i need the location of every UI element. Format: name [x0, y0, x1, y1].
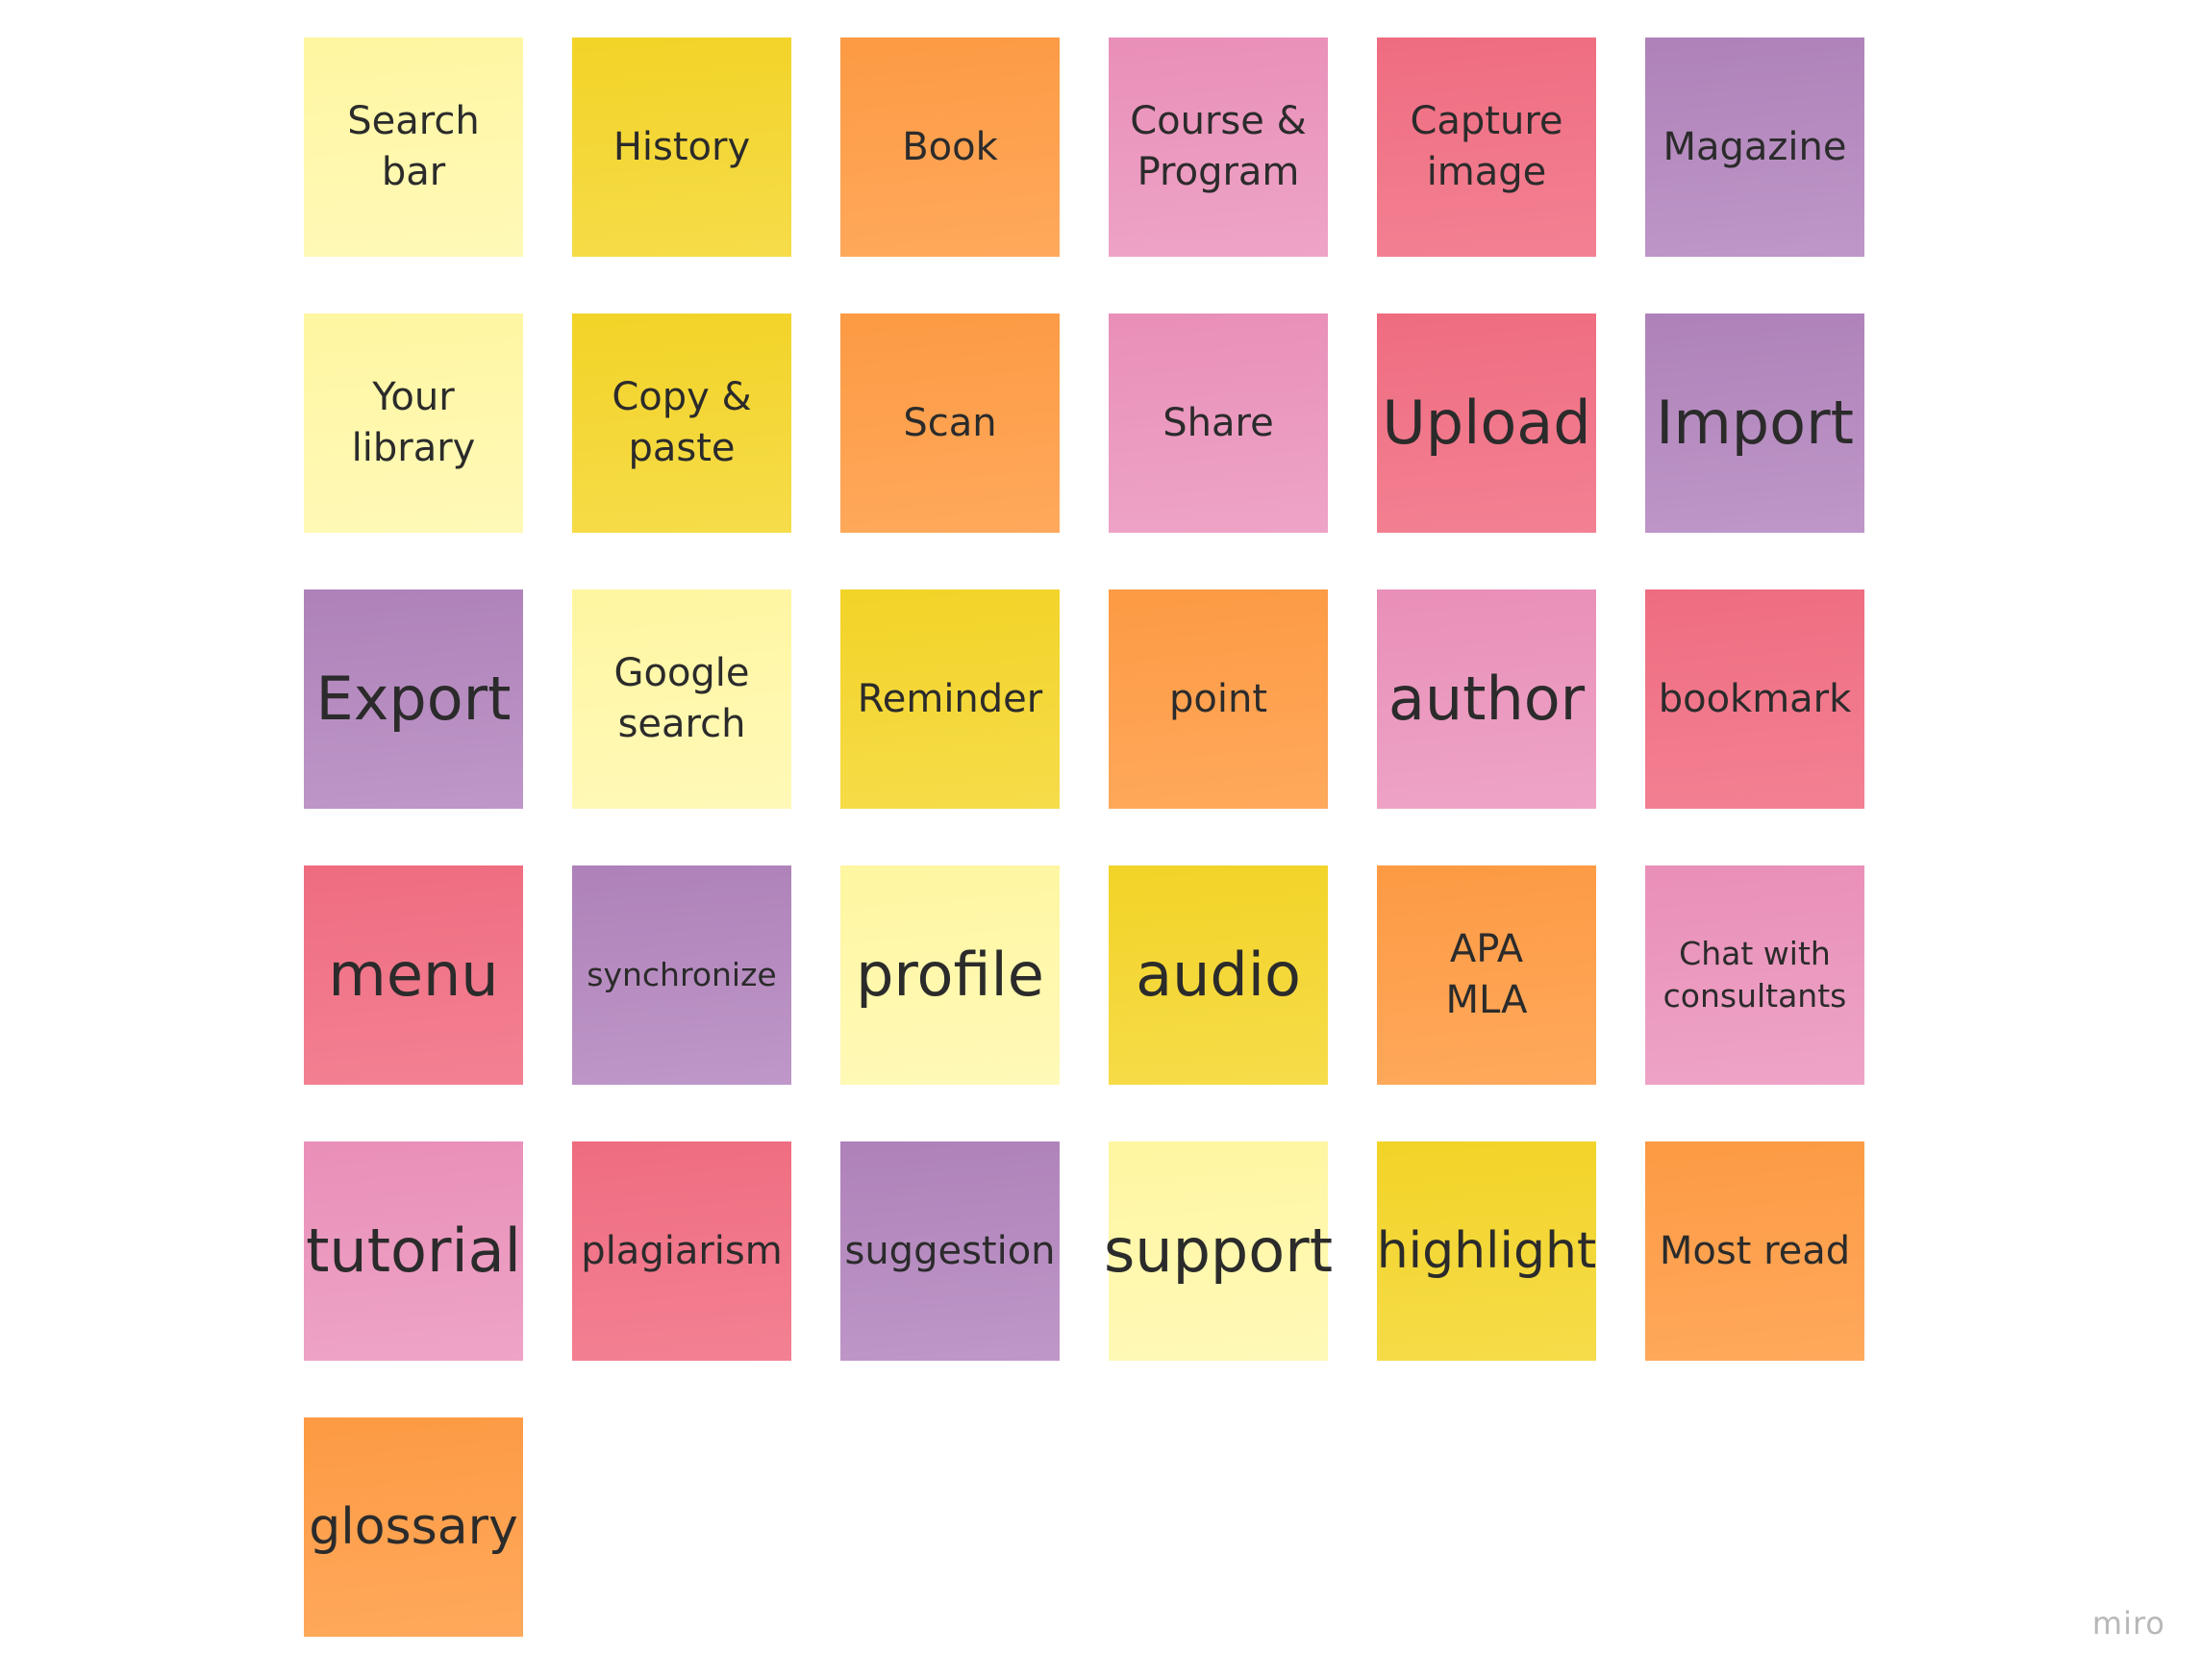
sticky-note-text: highlight — [1376, 1221, 1597, 1280]
sticky-note-course-program[interactable]: Course & Program — [1109, 38, 1328, 263]
sticky-note-text: suggestion — [844, 1228, 1056, 1273]
sticky-note-text: Book — [902, 124, 998, 169]
sticky-note-text: Export — [315, 664, 512, 735]
sticky-note-tutorial[interactable]: tutorial — [304, 1141, 523, 1367]
sticky-note-text: author — [1388, 664, 1586, 735]
sticky-note-point[interactable]: point — [1109, 589, 1328, 815]
sticky-note-search-bar[interactable]: Search bar — [304, 38, 523, 263]
sticky-note-glossary[interactable]: glossary — [304, 1417, 523, 1642]
sticky-note-text: Scan — [903, 400, 997, 445]
sticky-note-text: APA MLA — [1445, 927, 1528, 1022]
sticky-note-google-search[interactable]: Google search — [572, 589, 791, 815]
sticky-note-text: bookmark — [1658, 676, 1852, 721]
sticky-note-synchronize[interactable]: synchronize — [572, 865, 791, 1091]
sticky-note-author[interactable]: author — [1377, 589, 1596, 815]
sticky-note-text: Capture image — [1410, 99, 1563, 194]
sticky-note-text: plagiarism — [581, 1228, 783, 1273]
sticky-note-text: Share — [1162, 400, 1274, 445]
sticky-note-text: History — [612, 124, 751, 169]
sticky-note-text: Copy & paste — [612, 375, 752, 470]
sticky-note-reminder[interactable]: Reminder — [840, 589, 1060, 815]
miro-logo: miro — [2091, 1605, 2165, 1642]
sticky-note-text: Chat with consultants — [1662, 935, 1847, 1015]
sticky-note-scan[interactable]: Scan — [840, 313, 1060, 539]
sticky-note-text: Course & Program — [1130, 99, 1307, 194]
sticky-note-text: glossary — [309, 1497, 518, 1556]
sticky-note-book[interactable]: Book — [840, 38, 1060, 263]
sticky-note-text: Most read — [1659, 1228, 1851, 1273]
sticky-note-upload[interactable]: Upload — [1377, 313, 1596, 539]
sticky-note-text: audio — [1136, 940, 1301, 1011]
sticky-note-highlight[interactable]: highlight — [1376, 1141, 1597, 1367]
sticky-note-support[interactable]: support — [1104, 1141, 1333, 1367]
sticky-note-plagiarism[interactable]: plagiarism — [572, 1141, 791, 1367]
sticky-note-text: menu — [328, 940, 499, 1011]
sticky-note-import[interactable]: Import — [1645, 313, 1864, 539]
sticky-note-magazine[interactable]: Magazine — [1645, 38, 1864, 263]
sticky-note-chat-with-consultants[interactable]: Chat with consultants — [1645, 865, 1864, 1091]
sticky-note-text: support — [1103, 1216, 1334, 1287]
sticky-note-text: Magazine — [1662, 124, 1847, 169]
sticky-note-text: synchronize — [587, 956, 777, 994]
sticky-note-history[interactable]: History — [572, 38, 791, 263]
sticky-note-text: profile — [856, 940, 1044, 1011]
sticky-note-export[interactable]: Export — [304, 589, 523, 815]
sticky-note-apa-mla[interactable]: APA MLA — [1377, 865, 1596, 1091]
sticky-note-share[interactable]: Share — [1109, 313, 1328, 539]
sticky-note-capture-image[interactable]: Capture image — [1377, 38, 1596, 263]
sticky-note-text: Google search — [613, 651, 750, 746]
sticky-note-copy-paste[interactable]: Copy & paste — [572, 313, 791, 539]
sticky-note-text: tutorial — [306, 1216, 521, 1287]
sticky-note-suggestion[interactable]: suggestion — [840, 1141, 1060, 1367]
sticky-note-text: Your library — [351, 375, 476, 470]
sticky-note-text: Import — [1656, 388, 1854, 459]
sticky-note-audio[interactable]: audio — [1109, 865, 1328, 1091]
sticky-note-text: Search bar — [347, 99, 480, 194]
sticky-note-text: Upload — [1382, 388, 1591, 459]
sticky-note-text: Reminder — [857, 676, 1043, 721]
sticky-note-menu[interactable]: menu — [304, 865, 523, 1091]
sticky-note-profile[interactable]: profile — [840, 865, 1060, 1091]
sticky-note-most-read[interactable]: Most read — [1645, 1141, 1864, 1367]
sticky-note-text: point — [1168, 676, 1267, 721]
sticky-note-bookmark[interactable]: bookmark — [1645, 589, 1864, 815]
sticky-note-your-library[interactable]: Your library — [304, 313, 523, 539]
